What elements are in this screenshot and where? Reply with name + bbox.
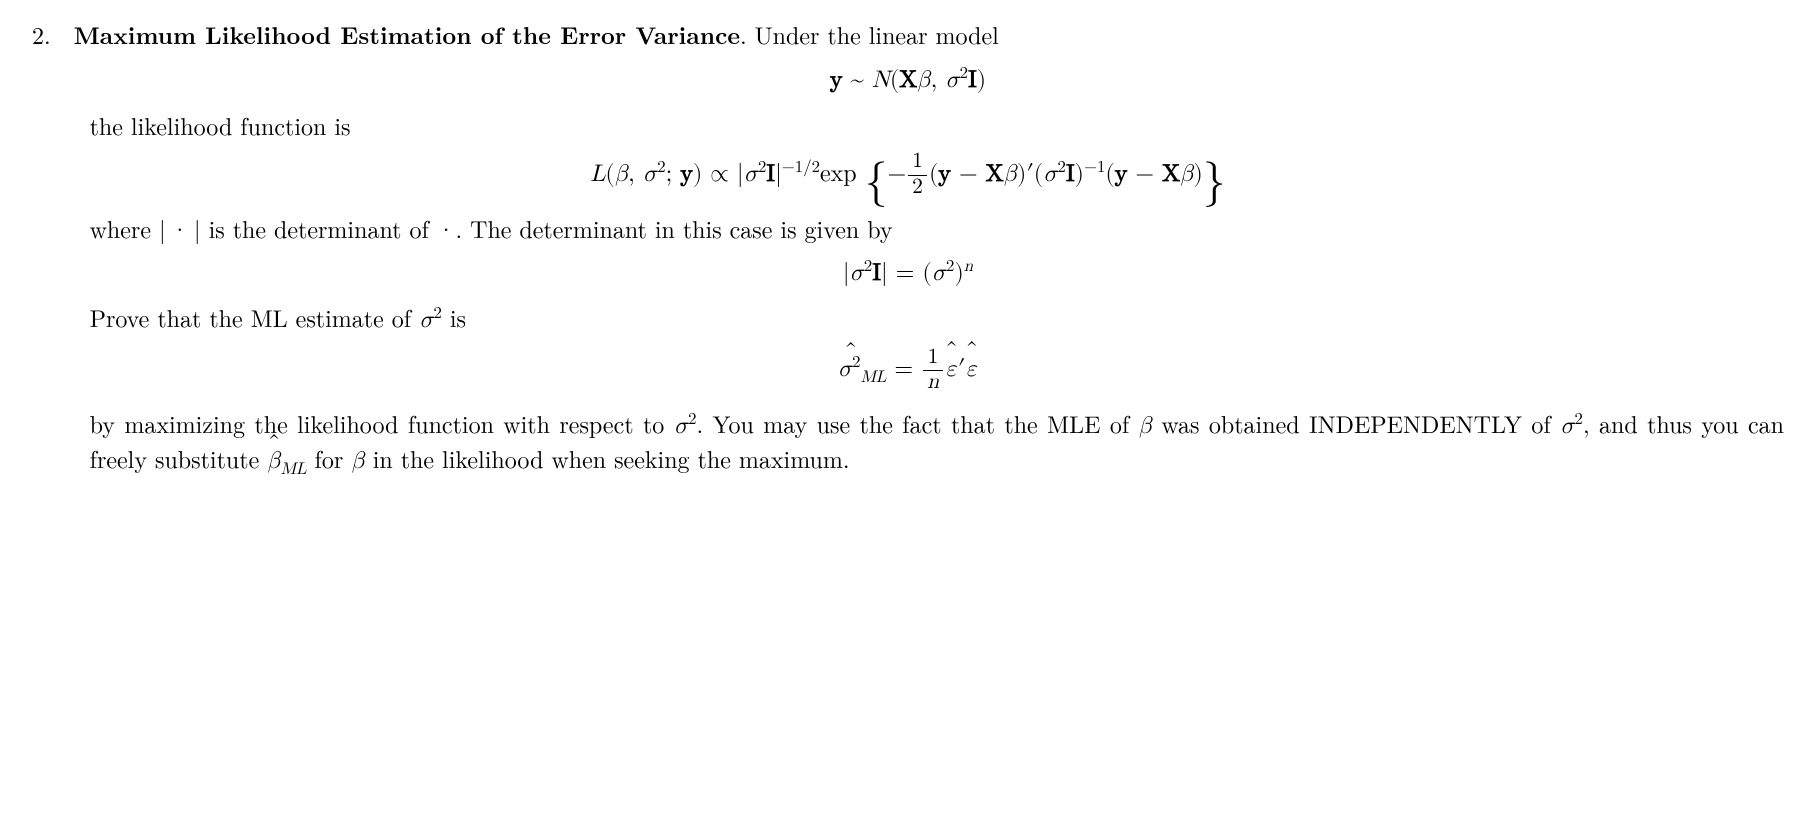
- problem-title: Maximum Likelihood Estimation of the Err…: [74, 18, 740, 52]
- equation-4: σ2ML = 1nε′ε: [32, 347, 1784, 395]
- equation-1: y ~ N(Xβ, σ2I): [32, 61, 1784, 96]
- equation-2: L(β, σ2; y) ∝ |σ2I|−1/2exp {−12(y − Xβ)′…: [32, 151, 1784, 199]
- problem-number: 2.: [32, 18, 66, 50]
- problem-container: 2. Maximum Likelihood Estimation of the …: [32, 18, 1784, 482]
- text-line-2: the likelihood function is: [90, 109, 1784, 141]
- text-line-5: by maximizing the likelihood function wi…: [90, 407, 1784, 482]
- text-line-4: Prove that the ML estimate of σ2 is: [90, 301, 1784, 336]
- equation-3: |σ2I| = (σ2)n: [32, 254, 1784, 289]
- intro-tail: . Under the linear model: [740, 17, 999, 51]
- problem-heading-line: 2. Maximum Likelihood Estimation of the …: [32, 18, 1784, 51]
- text-line-3: where | · | is the determinant of ·. The…: [90, 212, 1784, 244]
